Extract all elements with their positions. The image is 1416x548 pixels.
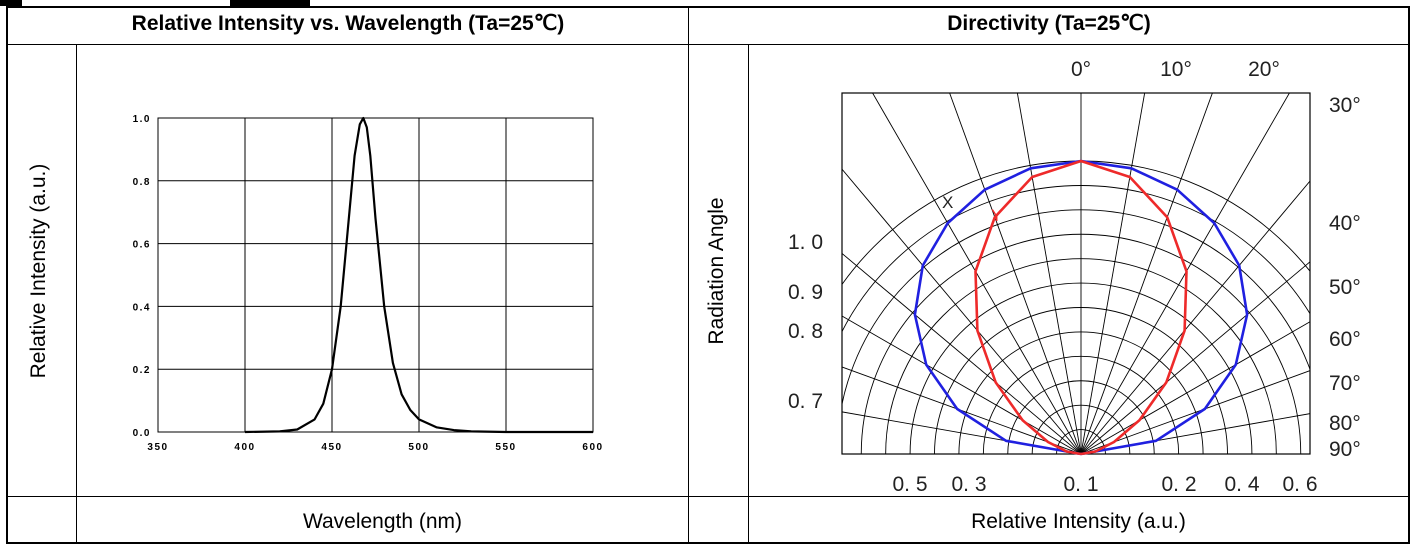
left-scale-label: 0. 7 — [788, 390, 823, 413]
grid-radial — [1080, 180, 1310, 454]
y-tick-label: 0.2 — [133, 365, 151, 376]
grid-radial — [949, 93, 1082, 454]
left-y-axis-label: Relative Intensity (a.u.) — [27, 163, 50, 379]
plot-area — [157, 117, 594, 433]
top-edge-artifact — [0, 0, 1416, 8]
grid-radial — [1080, 413, 1310, 454]
grid-radial — [842, 315, 1082, 454]
x-tick-label: 600 — [582, 442, 603, 453]
angle-label: 50° — [1329, 276, 1361, 299]
left-x-axis-label: Wavelength (nm) — [302, 510, 463, 533]
bottom-scale-label: 0. 1 — [1063, 473, 1098, 494]
grid-divider-footer — [6, 496, 1410, 497]
y-tick-label: 0.0 — [133, 428, 151, 439]
grid-divider-center — [688, 6, 689, 544]
grid-divider-left-label — [76, 44, 77, 544]
y-tick-label: 0.8 — [133, 177, 151, 188]
grid-radial — [842, 366, 1082, 454]
right-y-axis-label: Radiation Angle — [705, 197, 728, 345]
grid-radial — [1080, 93, 1146, 454]
grid-radial — [842, 168, 1082, 454]
x-tick-label: 350 — [147, 442, 168, 453]
series-x-label: X — [942, 193, 953, 212]
angle-label: 90° — [1329, 438, 1361, 461]
grid-divider-right-label — [748, 44, 749, 544]
angle-label: 30° — [1329, 94, 1361, 117]
angle-label: 70° — [1329, 372, 1361, 395]
series-y-curve — [974, 159, 1188, 456]
y-tick-label: 1.0 — [133, 114, 151, 125]
right-chart-title: Directivity (Ta=25℃) — [947, 12, 1151, 35]
x-tick-label: 400 — [234, 442, 255, 453]
bottom-scale-label: 0. 6 — [1282, 473, 1317, 494]
left-scale-label: 0. 8 — [788, 320, 823, 343]
polar-grid — [842, 93, 1310, 454]
top-edge-artifact-right — [230, 0, 310, 6]
angle-label: 40° — [1329, 212, 1361, 235]
grid-radial — [842, 252, 1082, 454]
angle-label: 20° — [1248, 58, 1280, 81]
grid-radial — [1080, 261, 1310, 454]
angle-label: 60° — [1329, 328, 1361, 351]
x-tick-label: 500 — [408, 442, 429, 453]
grid-radial — [1080, 370, 1310, 454]
bottom-scale-label: 0. 4 — [1224, 473, 1259, 494]
right-x-axis-label: Relative Intensity (a.u.) — [971, 510, 1186, 533]
bottom-scale-label: 0. 5 — [892, 473, 927, 494]
y-tick-label: 0.4 — [133, 302, 151, 313]
spectrum-chart: 350 400 450 500 550 600 0.0 0.2 0.4 0.6 0.8 1.0 — [133, 114, 603, 453]
grid-radial — [872, 93, 1082, 454]
left-scale-label: 0. 9 — [788, 281, 823, 304]
grid-radial — [1016, 93, 1082, 454]
figure-frame — [6, 6, 1410, 544]
spectrum-line — [244, 116, 593, 434]
grid-radial — [842, 411, 1082, 454]
bottom-scale-label: 0. 3 — [951, 473, 986, 494]
left-chart-title: Relative Intensity vs. Wavelength (Ta=25… — [131, 12, 565, 35]
y-tick-label: 0.6 — [133, 240, 151, 251]
angle-label: 10° — [1160, 58, 1192, 81]
angle-label: 80° — [1329, 412, 1361, 435]
directivity-polar-chart: X Y 0° 10° 20° 30° 40° 50° 60° 70° 80° 90° 1. 0 0. 9 0… — [788, 58, 1361, 494]
grid-radial — [1080, 93, 1290, 454]
grid-divider-header — [6, 44, 1410, 45]
x-tick-label: 550 — [495, 442, 516, 453]
angle-label: 0° — [1071, 58, 1091, 81]
left-scale-label: 1. 0 — [788, 231, 823, 254]
grid-radial — [1080, 321, 1310, 454]
x-tick-label: 450 — [321, 442, 342, 453]
top-edge-artifact-left — [0, 0, 22, 6]
bottom-scale-label: 0. 2 — [1161, 473, 1196, 494]
series-y-label: Y — [991, 206, 1002, 225]
grid-radial — [1080, 93, 1213, 454]
